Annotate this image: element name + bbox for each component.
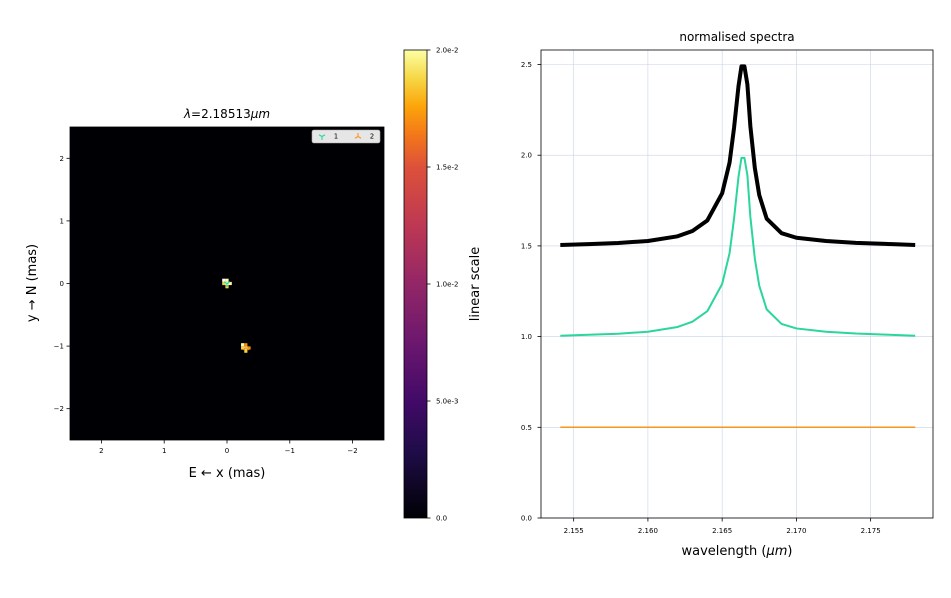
spectra-y-tick-label: 1.5 xyxy=(521,242,532,250)
image-y-label: y → N (mas) xyxy=(25,244,40,322)
colorbar-tick-label: 1.5e-2 xyxy=(436,164,458,172)
spectra-x-tick-label: 2.165 xyxy=(712,527,732,535)
legend-label-2: 2 xyxy=(370,133,374,141)
image-y-tick-label: 1 xyxy=(60,217,64,225)
image-x-tick-label: 2 xyxy=(99,447,103,455)
image-y-tick-label: −1 xyxy=(54,343,64,351)
image-x-label: E ← x (mas) xyxy=(189,466,266,481)
spectra-lines xyxy=(560,64,916,429)
source-2-pixel xyxy=(241,346,245,350)
spectra-y-tick-label: 0.5 xyxy=(521,424,532,432)
spectra-y-ticks: 0.0 0.5 1.0 1.5 2.0 2.5 xyxy=(521,61,541,523)
source-2-pixel xyxy=(247,346,251,350)
image-x-tick-label: −1 xyxy=(285,447,295,455)
spectra-y-tick-label: 2.5 xyxy=(521,61,532,69)
source-2-pixel xyxy=(244,349,248,353)
spectra-panel: normalised spectra 2.155 2.160 2.165 2.170 2… xyxy=(521,30,934,559)
source-1-pixel xyxy=(225,278,229,282)
spectra-x-ticks: 2.155 2.160 2.165 2.170 2.175 xyxy=(564,518,881,535)
legend-label-1: 1 xyxy=(334,133,338,141)
image-x-tick-label: −2 xyxy=(347,447,357,455)
colorbar-tick-label: 0.0 xyxy=(436,515,447,523)
source-1-pixel xyxy=(228,281,232,286)
spectra-frame xyxy=(540,49,934,519)
image-y-tick-label: 2 xyxy=(60,155,64,163)
spectrum-line-2 xyxy=(560,156,916,337)
source-2-pixel xyxy=(241,343,245,347)
legend-marker-1 xyxy=(318,134,326,140)
source-1-pixel xyxy=(222,281,226,286)
image-x-ticks: 2 1 0 −1 −2 xyxy=(99,440,358,455)
legend-box xyxy=(311,129,381,144)
colorbar-gradient xyxy=(403,49,428,519)
source-1-pixel xyxy=(222,278,226,282)
colorbar-ticks: 0.0 5.0e-3 1.0e-2 1.5e-2 2.0e-2 xyxy=(427,47,458,523)
spectra-grid xyxy=(541,50,933,519)
source-2-marker xyxy=(242,344,250,351)
legend-marker-2 xyxy=(354,133,362,139)
spectra-y-tick-label: 0.0 xyxy=(521,515,532,523)
colorbar-label: linear scale xyxy=(468,247,483,321)
colorbar-tick-label: 5.0e-3 xyxy=(436,398,458,406)
spectra-x-tick-label: 2.175 xyxy=(861,527,881,535)
spectra-x-tick-label: 2.155 xyxy=(564,527,584,535)
colorbar-tick-label: 2.0e-2 xyxy=(436,47,458,55)
colorbar: 0.0 5.0e-3 1.0e-2 1.5e-2 2.0e-2 linear scale xyxy=(403,47,483,523)
spectra-y-tick-label: 1.0 xyxy=(521,333,532,341)
image-y-tick-label: 0 xyxy=(60,280,64,288)
colorbar-tick-label: 1.0e-2 xyxy=(436,281,458,289)
spectra-title: normalised spectra xyxy=(679,30,794,44)
spectra-x-tick-label: 2.160 xyxy=(638,527,658,535)
image-sources xyxy=(222,278,251,353)
image-x-tick-label: 1 xyxy=(162,447,166,455)
image-title: λ=2.18513μm xyxy=(183,107,270,121)
spectra-y-tick-label: 2.0 xyxy=(521,152,532,160)
image-y-ticks: 2 1 0 −1 −2 xyxy=(54,155,70,413)
spectra-x-tick-label: 2.170 xyxy=(786,527,806,535)
source-1-marker xyxy=(223,281,231,287)
image-x-tick-label: 0 xyxy=(225,447,229,455)
image-y-tick-label: −2 xyxy=(54,405,64,413)
spectra-x-label: wavelength (μm) xyxy=(682,544,793,559)
spectrum-line-1 xyxy=(560,64,916,247)
